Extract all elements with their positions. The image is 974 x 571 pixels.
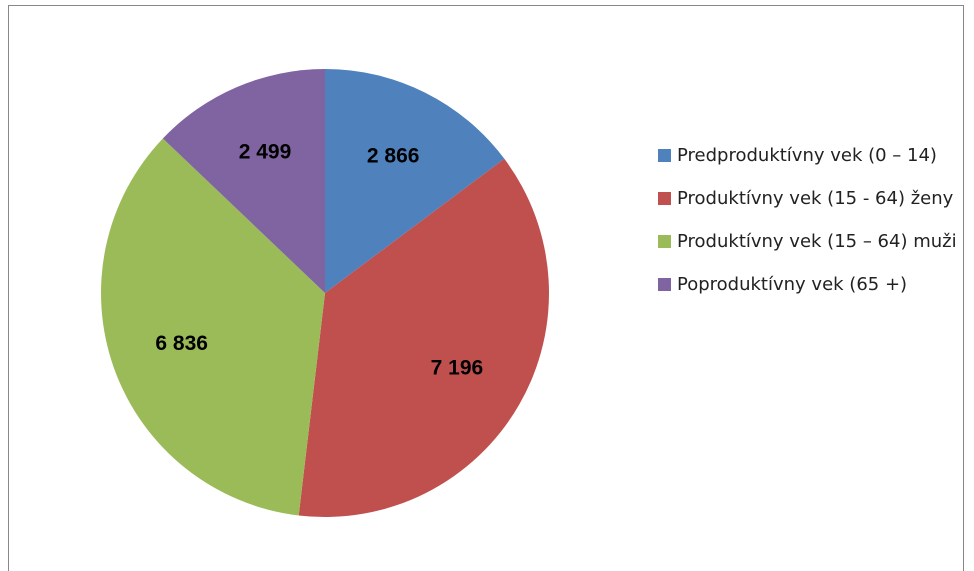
legend: Predproduktívny vek (0 – 14) Produktívny … (658, 142, 958, 314)
legend-swatch (658, 192, 671, 205)
legend-swatch (658, 278, 671, 291)
pie-slice (298, 158, 550, 517)
legend-label: Produktívny vek (15 – 64) muži (677, 231, 957, 252)
legend-swatch (658, 235, 671, 248)
data-label: 7 196 (431, 357, 484, 380)
pie-slice (100, 138, 325, 516)
legend-item: Predproduktívny vek (0 – 14) (658, 142, 958, 169)
legend-swatch (658, 149, 671, 162)
legend-item: Produktívny vek (15 – 64) muži (658, 228, 958, 255)
legend-label: Predproduktívny vek (0 – 14) (677, 145, 937, 166)
legend-label: Poproduktívny vek (65 +) (677, 274, 908, 295)
legend-item: Produktívny vek (15 - 64) ženy (658, 185, 958, 212)
data-label: 6 836 (155, 332, 208, 355)
chart-frame (8, 5, 964, 571)
data-label: 2 499 (239, 141, 292, 164)
legend-label: Produktívny vek (15 - 64) ženy (677, 188, 954, 209)
pie-slice (162, 69, 325, 293)
legend-item: Poproduktívny vek (65 +) (658, 271, 958, 298)
pie-slice (325, 69, 505, 293)
data-label: 2 866 (367, 144, 420, 167)
